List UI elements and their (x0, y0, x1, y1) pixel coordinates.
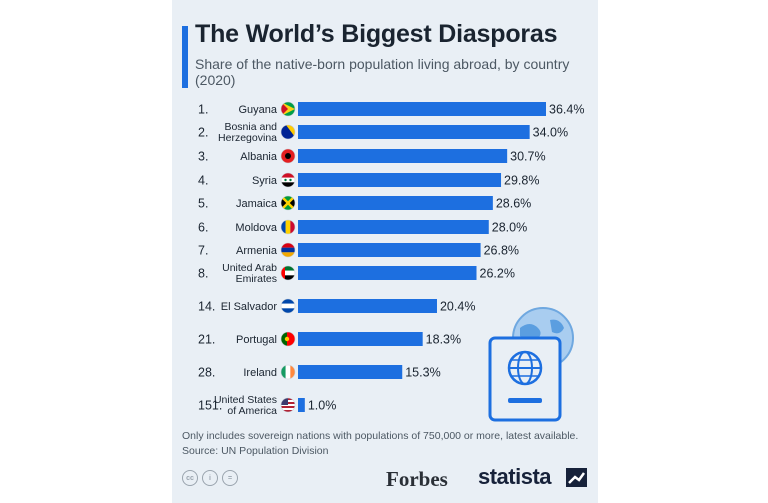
rank-label: 1. (198, 103, 208, 117)
rank-label: 4. (198, 174, 208, 188)
category-label: Guyana (238, 104, 277, 116)
bar-row: 5. Jamaica 28.6% (198, 195, 531, 211)
bar (298, 196, 493, 210)
bar (298, 149, 508, 163)
statista-logo: statista (478, 464, 552, 489)
value-label: 26.8% (484, 244, 519, 258)
source-note: Source: UN Population Division (182, 445, 329, 457)
bar (298, 173, 502, 187)
rank-label: 151. (198, 399, 222, 413)
value-label: 34.0% (533, 126, 568, 140)
bar (298, 365, 403, 379)
rank-label: 5. (198, 197, 208, 211)
attribution-icon[interactable]: i (202, 470, 218, 486)
value-label: 30.7% (510, 150, 545, 164)
flag-portugal-icon (280, 331, 296, 347)
category-label: United Arab (222, 262, 277, 274)
flag-bosnia-icon (280, 124, 296, 140)
bar (298, 102, 546, 116)
category-label: Albania (240, 151, 278, 163)
title-accent-bar (182, 26, 188, 88)
bar-row: 7. Armenia 26.8% (198, 242, 519, 258)
category-label: Jamaica (236, 198, 278, 210)
category-label: Bosnia and (224, 121, 277, 133)
bar-row: 6. Moldova 28.0% (198, 219, 527, 235)
bar-row: 4. Syria 29.8% (198, 172, 539, 188)
value-label: 15.3% (405, 366, 440, 380)
value-label: 29.8% (504, 174, 539, 188)
rank-label: 6. (198, 221, 208, 235)
category-label: Moldova (235, 222, 277, 234)
category-label: Herzegovina (218, 132, 277, 144)
category-label: Emirates (236, 273, 277, 285)
creative-commons-icon[interactable]: cc (182, 470, 198, 486)
bar-row: 21. Portugal 18.3% (198, 331, 461, 347)
rank-label: 7. (198, 244, 208, 258)
rank-label: 8. (198, 267, 208, 281)
flag-albania-icon (280, 148, 296, 164)
chart-title: The World’s Biggest Diasporas (195, 20, 558, 48)
flag-uae-icon (280, 265, 296, 281)
value-label: 20.4% (440, 300, 475, 314)
flag-ireland-icon (280, 364, 296, 380)
license-icons: cc i = (182, 470, 238, 486)
category-label: Syria (252, 175, 278, 187)
category-label: United States (214, 394, 277, 406)
bar-row: 3. Albania 30.7% (198, 148, 546, 164)
bar-row: 1. Guyana 36.4% (198, 101, 584, 117)
bar (298, 266, 477, 280)
footnote: Only includes sovereign nations with pop… (182, 430, 579, 442)
rank-label: 21. (198, 333, 215, 347)
flag-syria-icon (280, 172, 296, 188)
flag-armenia-icon (280, 242, 296, 258)
bar (298, 332, 423, 346)
flag-el-salvador-icon (280, 298, 296, 314)
bar-row: 28. Ireland 15.3% (198, 364, 441, 380)
category-label: Armenia (236, 245, 278, 257)
flag-moldova-icon (280, 219, 296, 235)
statista-mark-icon (566, 468, 587, 487)
flag-usa-icon (280, 397, 296, 413)
value-label: 26.2% (480, 267, 515, 281)
category-label: El Salvador (221, 301, 278, 313)
flag-jamaica-icon (280, 195, 296, 211)
value-label: 28.6% (496, 197, 531, 211)
rank-label: 3. (198, 150, 208, 164)
category-label: of America (227, 405, 277, 417)
flag-guyana-icon (280, 101, 296, 117)
chart-subtitle: Share of the native-born population livi… (195, 56, 570, 88)
value-label: 18.3% (426, 333, 461, 347)
bar (298, 125, 530, 139)
value-label: 1.0% (308, 399, 337, 413)
value-label: 28.0% (492, 221, 527, 235)
rank-label: 28. (198, 366, 215, 380)
rank-label: 14. (198, 300, 215, 314)
forbes-logo: Forbes (386, 467, 448, 491)
category-label: Ireland (243, 367, 277, 379)
category-label: Portugal (236, 334, 277, 346)
passport-globe-illustration (488, 307, 574, 422)
bar (298, 299, 437, 313)
value-label: 36.4% (549, 103, 584, 117)
bar (298, 398, 305, 412)
rank-label: 2. (198, 126, 208, 140)
bar (298, 243, 481, 257)
bar-row: 14. El Salvador 20.4% (198, 298, 475, 314)
bar (298, 220, 489, 234)
no-derivatives-icon[interactable]: = (222, 470, 238, 486)
